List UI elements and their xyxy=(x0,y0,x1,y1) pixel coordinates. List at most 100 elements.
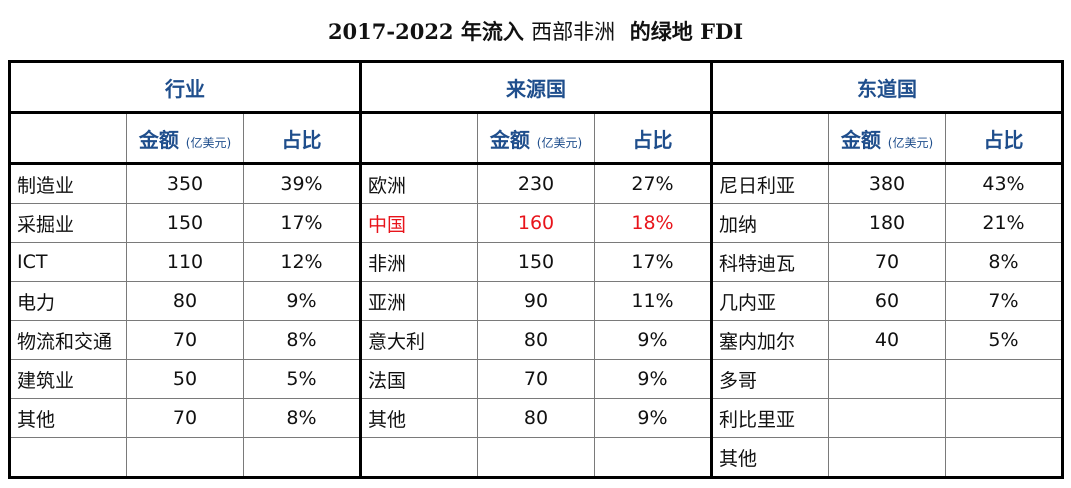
cell-source-name: 法国 xyxy=(359,359,478,399)
cell-source-name: 其他 xyxy=(359,398,478,438)
title-prefix: 2017-2022 年流入 xyxy=(327,19,524,44)
amount-label: 金额 xyxy=(138,127,179,152)
cell-host-amount xyxy=(828,359,946,399)
col-host-share: 占比 xyxy=(945,112,1063,165)
cell-industry-name: 电力 xyxy=(9,281,127,321)
table-row: 物流和交通 70 8% 意大利 80 9% 塞内加尔 40 5% xyxy=(9,320,1063,360)
table-row: 采掘业 150 17% 中国 160 18% 加纳 180 21% xyxy=(9,203,1063,243)
cell-host-share: 8% xyxy=(945,242,1063,282)
cell-source-amount: 80 xyxy=(477,320,595,360)
table-row: 制造业 350 39% 欧洲 230 27% 尼日利亚 380 43% xyxy=(9,163,1063,204)
cell-industry-name: ICT xyxy=(9,242,127,282)
table-title: 2017-2022 年流入 西部非洲 的绿地 FDI xyxy=(0,16,1071,46)
cell-industry-name: 建筑业 xyxy=(9,359,127,399)
table-row: 其他 70 8% 其他 80 9% 利比里亚 xyxy=(9,398,1063,438)
fdi-table: 行业 来源国 东道国 金额 (亿美元) 占比 金额 (亿美元) 占比 金额 (亿… xyxy=(8,60,1064,479)
cell-industry-amount: 350 xyxy=(126,163,244,204)
cell-host-share xyxy=(945,359,1063,399)
unit-label: (亿美元) xyxy=(536,135,583,150)
col-industry-amount: 金额 (亿美元) xyxy=(126,112,244,165)
table-body: 制造业 350 39% 欧洲 230 27% 尼日利亚 380 43% 采掘业 150 17% 中国 16… xyxy=(9,163,1063,478)
cell-host-amount: 60 xyxy=(828,281,946,321)
cell-host-name: 利比里亚 xyxy=(710,398,829,438)
cell-industry-share: 8% xyxy=(243,398,361,438)
amount-label: 金额 xyxy=(840,127,881,152)
cell-host-share: 21% xyxy=(945,203,1063,243)
col-source-amount: 金额 (亿美元) xyxy=(477,112,595,165)
cell-industry-share: 9% xyxy=(243,281,361,321)
table-row: 建筑业 50 5% 法国 70 9% 多哥 xyxy=(9,359,1063,399)
cell-source-name: 亚洲 xyxy=(359,281,478,321)
column-header-row: 金额 (亿美元) 占比 金额 (亿美元) 占比 金额 (亿美元) 占比 xyxy=(9,112,1063,165)
table-row: ICT 110 12% 非洲 150 17% 科特迪瓦 70 8% xyxy=(9,242,1063,282)
col-industry-name xyxy=(9,112,127,165)
cell-industry-name: 其他 xyxy=(9,398,127,438)
cell-industry-share: 8% xyxy=(243,320,361,360)
table-row: 其他 xyxy=(9,437,1063,478)
cell-industry-amount: 70 xyxy=(126,320,244,360)
cell-source-amount: 160 xyxy=(477,203,595,243)
title-region: 西部非洲 xyxy=(531,20,616,44)
cell-host-amount xyxy=(828,398,946,438)
title-suffix: 的绿地 FDI xyxy=(629,19,744,44)
cell-industry-name xyxy=(9,437,127,478)
cell-source-name: 非洲 xyxy=(359,242,478,282)
cell-industry-share: 12% xyxy=(243,242,361,282)
cell-industry-amount: 70 xyxy=(126,398,244,438)
col-host-name xyxy=(710,112,829,165)
section-industry: 行业 xyxy=(9,61,361,114)
cell-source-share: 17% xyxy=(594,242,712,282)
cell-industry-share xyxy=(243,437,361,478)
section-header-row: 行业 来源国 东道国 xyxy=(9,61,1063,114)
cell-host-name: 几内亚 xyxy=(710,281,829,321)
amount-label: 金额 xyxy=(489,127,530,152)
cell-source-share: 9% xyxy=(594,320,712,360)
col-source-name xyxy=(359,112,478,165)
cell-industry-amount: 110 xyxy=(126,242,244,282)
cell-host-share xyxy=(945,437,1063,478)
cell-industry-amount: 80 xyxy=(126,281,244,321)
cell-host-name: 多哥 xyxy=(710,359,829,399)
cell-source-share: 9% xyxy=(594,398,712,438)
cell-source-share xyxy=(594,437,712,478)
unit-label: (亿美元) xyxy=(185,135,232,150)
cell-source-amount: 90 xyxy=(477,281,595,321)
cell-source-share: 9% xyxy=(594,359,712,399)
cell-source-amount: 70 xyxy=(477,359,595,399)
cell-source-amount: 80 xyxy=(477,398,595,438)
cell-host-amount xyxy=(828,437,946,478)
cell-host-amount: 180 xyxy=(828,203,946,243)
cell-industry-name: 采掘业 xyxy=(9,203,127,243)
cell-host-name: 尼日利亚 xyxy=(710,163,829,204)
col-source-share: 占比 xyxy=(594,112,712,165)
cell-source-amount: 150 xyxy=(477,242,595,282)
cell-host-share xyxy=(945,398,1063,438)
cell-host-name: 科特迪瓦 xyxy=(710,242,829,282)
cell-source-amount xyxy=(477,437,595,478)
section-host: 东道国 xyxy=(710,61,1063,114)
col-industry-share: 占比 xyxy=(243,112,361,165)
cell-industry-amount xyxy=(126,437,244,478)
table-row: 电力 80 9% 亚洲 90 11% 几内亚 60 7% xyxy=(9,281,1063,321)
col-host-amount: 金额 (亿美元) xyxy=(828,112,946,165)
cell-host-share: 43% xyxy=(945,163,1063,204)
cell-host-amount: 380 xyxy=(828,163,946,204)
cell-host-share: 7% xyxy=(945,281,1063,321)
cell-host-name: 塞内加尔 xyxy=(710,320,829,360)
unit-label: (亿美元) xyxy=(887,135,934,150)
cell-host-amount: 70 xyxy=(828,242,946,282)
cell-industry-name: 制造业 xyxy=(9,163,127,204)
cell-industry-name: 物流和交通 xyxy=(9,320,127,360)
cell-host-name: 其他 xyxy=(710,437,829,478)
cell-source-share: 18% xyxy=(594,203,712,243)
cell-industry-share: 5% xyxy=(243,359,361,399)
cell-host-share: 5% xyxy=(945,320,1063,360)
cell-industry-amount: 150 xyxy=(126,203,244,243)
cell-source-share: 27% xyxy=(594,163,712,204)
cell-source-amount: 230 xyxy=(477,163,595,204)
cell-source-name xyxy=(359,437,478,478)
cell-source-share: 11% xyxy=(594,281,712,321)
cell-source-name: 欧洲 xyxy=(359,163,478,204)
cell-source-name: 中国 xyxy=(359,203,478,243)
cell-source-name: 意大利 xyxy=(359,320,478,360)
